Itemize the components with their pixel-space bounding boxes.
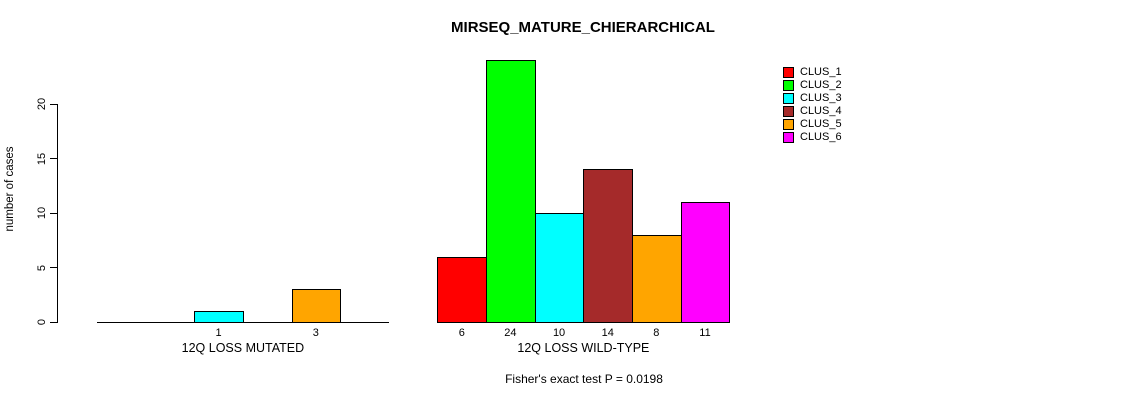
bar-clus_3-group1 [194,311,244,324]
bar-clus_5-group2 [632,234,682,324]
legend-swatch-icon [783,67,794,78]
y-tick-label: 15 [36,152,48,165]
legend-item-clus_1: CLUS_1 [783,66,842,79]
bar-value-label: 8 [653,327,660,339]
bar-value-label: 6 [458,327,465,339]
y-axis-label: number of cases [4,146,16,232]
legend-swatch-icon [783,132,794,143]
bar-value-label: 10 [552,327,566,339]
bar-clus_4-group2 [583,169,634,324]
y-tick-mark [49,321,57,323]
bar-clus_3-group2 [534,213,585,324]
legend-item-clus_3: CLUS_3 [783,92,842,105]
legend-swatch-icon [783,119,794,130]
legend-swatch-icon [783,106,794,117]
legend-swatch-icon [783,80,794,91]
legend-item-clus_5: CLUS_5 [783,118,842,131]
group-label-mutated: 12Q LOSS MUTATED [181,341,305,355]
y-tick-label: 10 [36,206,48,220]
legend-label: CLUS_6 [800,131,842,143]
bar-value-label: 14 [601,327,614,339]
legend-label: CLUS_2 [800,79,842,91]
legend-item-clus_4: CLUS_4 [783,105,842,118]
legend-item-clus_6: CLUS_6 [783,131,842,144]
bar-clus_5-group1 [291,289,342,324]
bar-clus_6-group2 [680,202,731,324]
y-tick-label: 0 [36,318,48,326]
fisher-test-annotation: Fisher's exact test P = 0.0198 [505,372,663,386]
y-tick-mark [49,103,57,105]
bar-value-label: 3 [312,327,319,339]
y-axis-line [56,104,58,324]
bar-value-label: 24 [504,327,517,339]
legend: CLUS_1 CLUS_2 CLUS_3 CLUS_4 CLUS_5 CLUS_6 [783,66,842,144]
bar-value-label: 11 [699,327,711,339]
chart-title: MIRSEQ_MATURE_CHIERARCHICAL [451,19,715,36]
bar-value-label: 1 [215,327,222,339]
legend-label: CLUS_3 [800,92,842,104]
y-tick-mark [49,158,57,160]
y-tick-mark [49,267,57,269]
bar-clus_1-group2 [437,256,488,324]
y-tick-mark [49,212,57,214]
legend-item-clus_2: CLUS_2 [783,79,842,92]
legend-label: CLUS_1 [800,66,842,78]
legend-label: CLUS_5 [800,118,842,130]
y-tick-label: 5 [36,264,48,271]
bar-clus_2-group2 [486,60,536,324]
group-label-wild-type: 12Q LOSS WILD-TYPE [517,341,650,355]
legend-swatch-icon [783,93,794,104]
legend-label: CLUS_4 [800,105,842,117]
y-tick-label: 20 [36,97,48,111]
